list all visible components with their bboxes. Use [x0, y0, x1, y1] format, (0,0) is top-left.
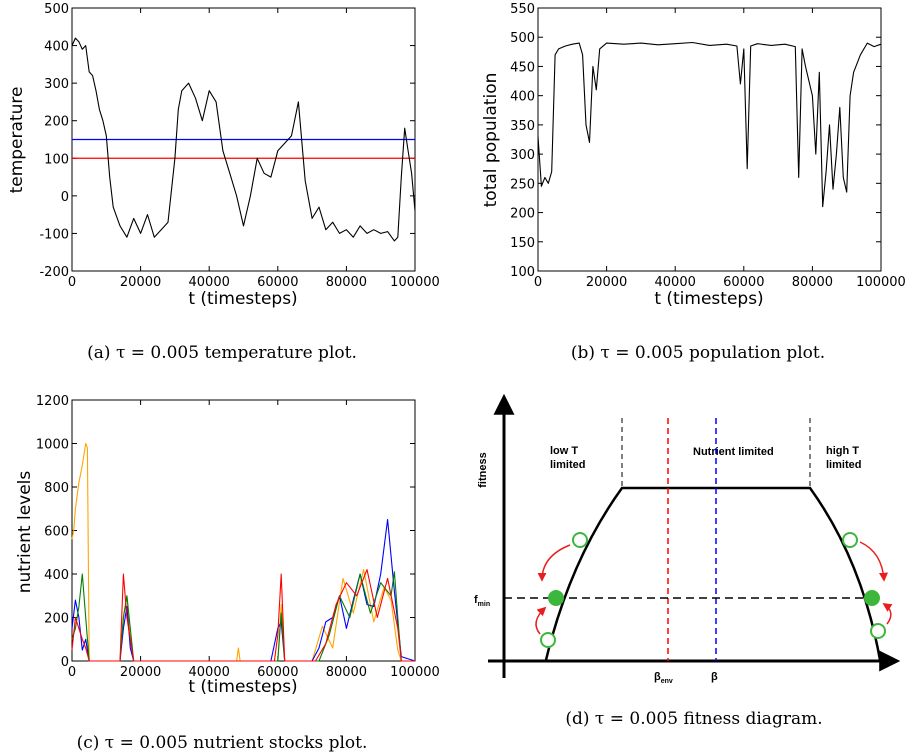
x-tick-label: 0	[68, 665, 76, 680]
region-nutrient-label: Nutrient limited	[693, 446, 774, 458]
nutrient-plot-caption: (c) τ = 0.005 nutrient stocks plot.	[77, 733, 368, 753]
y-tick-label: 800	[44, 481, 69, 496]
y-tick-label: 0	[61, 190, 69, 205]
arrow-left-down	[537, 544, 571, 582]
x-tick-label: 80000	[792, 275, 833, 290]
series-line-0	[71, 37, 416, 242]
y-tick-label: 1000	[36, 438, 69, 453]
x-tick-label: 60000	[257, 275, 298, 290]
y-tick-label: 150	[510, 236, 535, 251]
series-line-0	[537, 41, 882, 208]
fitness-diagram-caption: (d) τ = 0.005 fitness diagram.	[565, 709, 822, 729]
x-tick-label: 60000	[723, 275, 764, 290]
y-tick-label: 100	[510, 265, 535, 280]
open-point-left-lower	[540, 632, 556, 648]
x-tick-label: 40000	[189, 275, 230, 290]
y-tick-label: 500	[510, 31, 535, 46]
x-tick-label: 100000	[856, 275, 906, 290]
x-tick-label: 0	[68, 275, 76, 290]
temperature-plot-caption: (a) τ = 0.005 temperature plot.	[87, 343, 357, 363]
x-tick-label: 20000	[120, 665, 161, 680]
beta-env-label: βenv	[654, 671, 673, 685]
arrow-right-down	[859, 541, 888, 582]
temperature-plot-ylabel: temperature	[7, 87, 27, 194]
population-plot: 0 20000 40000 60000 80000 100000 100 150 200 250 3…	[481, 2, 906, 363]
y-tick-label: -100	[39, 227, 69, 242]
x-tick-label: 100000	[390, 665, 440, 680]
population-plot-frame	[537, 7, 882, 272]
x-tick-label: 60000	[257, 665, 298, 680]
y-tick-label: 400	[44, 40, 69, 55]
region-low-t-label: low T limited	[550, 445, 585, 471]
fitness-diagram: fitness low T limited Nutrient limited h…	[474, 393, 901, 729]
y-tick-label: 600	[44, 525, 69, 540]
y-tick-label: 200	[510, 207, 535, 222]
y-tick-label: 250	[510, 177, 535, 192]
arrow-left-up	[535, 606, 547, 635]
fitness-axis-label: fitness	[477, 452, 489, 487]
open-point-right-upper	[842, 532, 858, 548]
y-tick-label: -200	[39, 265, 69, 280]
nutrient-plot-ylabel: nutrient levels	[15, 471, 35, 594]
x-tick-label: 0	[534, 275, 542, 290]
x-tick-label: 40000	[189, 665, 230, 680]
series-line-3	[71, 569, 415, 662]
open-point-right-lower	[870, 623, 886, 639]
y-tick-label: 200	[44, 612, 69, 627]
x-tick-label: 80000	[326, 275, 367, 290]
y-tick-label: 550	[510, 2, 535, 17]
population-plot-ylabel: total population	[481, 73, 501, 208]
y-tick-label: 1200	[36, 394, 69, 409]
arrow-right-up	[882, 603, 893, 625]
y-tick-label: 200	[44, 115, 69, 130]
population-plot-xlabel: t (timesteps)	[654, 289, 763, 309]
y-tick-label: 500	[44, 2, 69, 17]
x-tick-label: 100000	[390, 275, 440, 290]
y-tick-label: 450	[510, 60, 535, 75]
y-tick-label: 300	[44, 77, 69, 92]
y-tick-label: 300	[510, 148, 535, 163]
nutrient-plot-xlabel: t (timesteps)	[188, 677, 297, 697]
x-tick-label: 20000	[120, 275, 161, 290]
series-line-0	[71, 442, 415, 662]
y-tick-label: 400	[510, 90, 535, 105]
fmin-label: fmin	[474, 594, 490, 608]
open-point-left-upper	[572, 532, 588, 548]
temperature-plot-xlabel: t (timesteps)	[188, 289, 297, 309]
filled-point-right	[864, 590, 880, 606]
y-tick-label: 100	[44, 152, 69, 167]
x-tick-label: 40000	[655, 275, 696, 290]
y-tick-label: 350	[510, 119, 535, 134]
y-tick-label: 0	[61, 655, 69, 670]
fitness-curve	[544, 486, 882, 661]
y-tick-label: 400	[44, 568, 69, 583]
x-tick-label: 20000	[586, 275, 627, 290]
region-high-t-label: high T limited	[826, 445, 862, 471]
population-plot-caption: (b) τ = 0.005 population plot.	[571, 343, 825, 363]
temperature-plot: 0 20000 40000 60000 80000 100000 -200 -100 0 100 2…	[7, 2, 440, 363]
nutrient-plot: 0 20000 40000 60000 80000 100000 0 200 400 600 800…	[15, 394, 440, 753]
beta-label: β	[711, 671, 718, 683]
x-tick-label: 80000	[326, 665, 367, 680]
filled-point-left	[548, 590, 564, 606]
